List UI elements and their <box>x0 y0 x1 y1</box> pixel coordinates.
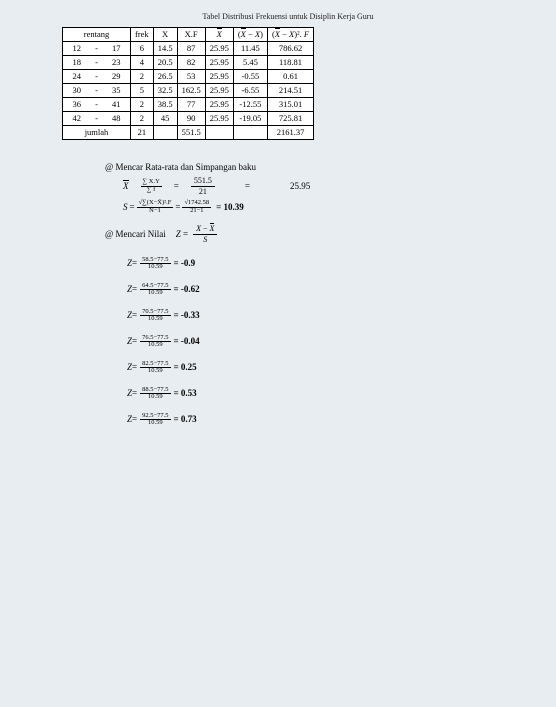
col-diff: (X − X) <box>233 28 267 42</box>
z-calculation: Z = 64.5−77.510.59= -0.62 <box>127 283 526 297</box>
s-d1: N−1 <box>147 208 163 215</box>
frequency-table: rentang frek X X.F X (X − X) (X − X)². F… <box>62 27 314 140</box>
col-xf: X.F <box>177 28 205 42</box>
mean-num: 551.5 <box>191 176 215 187</box>
col-x: X <box>153 28 177 42</box>
sd-formula: S= √∑(X−X̄)².F N−1 = √1742.58 21−1 = 10.… <box>123 200 526 214</box>
z-calculation: Z = 82.5−77.510.59= 0.25 <box>127 361 526 375</box>
calc-title-mean: @ Mencar Rata-rata dan Simpangan baku <box>105 162 526 173</box>
page-header-fragment: Tabel Distribusi Frekuensi untuk Disipli… <box>50 12 526 21</box>
z-calculation: Z = 70.5−77.510.59= -0.33 <box>127 309 526 323</box>
table-row: 42-482459025.95-19.05725.81 <box>63 112 314 126</box>
mean-formula: X ∑ X.Y ∑ f = 551.5 21 = 25.95 <box>123 176 526 196</box>
mean-sym-den: ∑ f <box>145 187 157 194</box>
col-diff2f: (X − X)². F <box>267 28 313 42</box>
s-d2: 21−1 <box>188 208 205 215</box>
table-row: 30-35532.5162.525.95-6.55214.51 <box>63 84 314 98</box>
col-rentang: rentang <box>63 28 131 42</box>
table-row: 24-29226.55325.95-0.550.61 <box>63 70 314 84</box>
z-calculation: Z = 58.5−77.510.59= -0.9 <box>127 257 526 271</box>
col-xbar: X <box>205 28 233 42</box>
table-row: 18-23420.58225.955.45118.81 <box>63 56 314 70</box>
table-row: 12-17614.58725.9511.45786.62 <box>63 42 314 56</box>
calc-title-nilai: @ Mencari Nilai Z = X − X S <box>105 224 526 244</box>
mean-result: 25.95 <box>290 181 310 192</box>
s-res: = 10.39 <box>216 202 244 213</box>
z-calculation: Z = 76.5−77.510.59= -0.04 <box>127 335 526 349</box>
z-calculation: Z = 92.5−77.510.59= 0.73 <box>127 413 526 427</box>
table-header-row: rentang frek X X.F X (X − X) (X − X)². F <box>63 28 314 42</box>
table-footer-row: jumlah21551.52161.37 <box>63 126 314 140</box>
mean-den: 21 <box>196 187 210 197</box>
z-calculation: Z = 88.5−77.510.59= 0.53 <box>127 387 526 401</box>
col-frek: frek <box>131 28 154 42</box>
table-row: 36-41238.57725.95-12.55315.01 <box>63 98 314 112</box>
